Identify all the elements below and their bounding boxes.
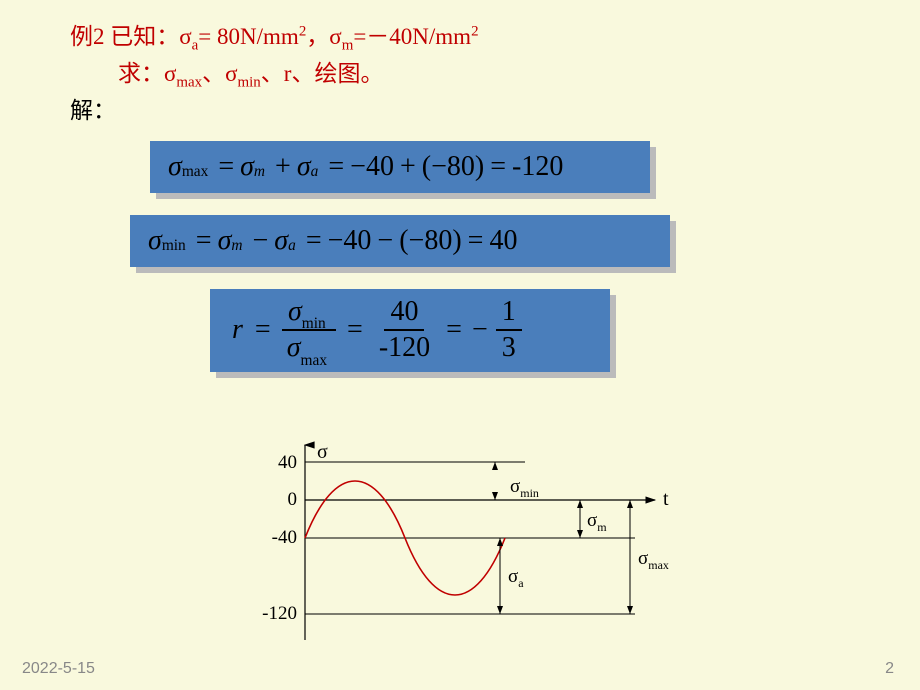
given-prefix: 例2 已知： (70, 24, 179, 49)
arrowhead-icon (577, 500, 583, 508)
label-sigma-a: σa (508, 566, 524, 590)
equation-sigma-min: σmin = σm − σa = −40 − (−80) = 40 (130, 215, 670, 267)
eq3-value-den: -120 (373, 331, 436, 366)
eq-box: σmax = σm + σa = −40 + (−80) = -120 (150, 141, 650, 193)
ask-prefix: 求： (118, 61, 164, 86)
stress-cycle-diagram: σ t 40 0 -40 -120 σmin σm σa σmax (235, 440, 715, 650)
label-sigma-min: σmin (510, 476, 539, 500)
eq2-result: 40 (489, 225, 517, 257)
arrowhead-icon (497, 538, 503, 546)
ask-text: σmax、σmin、r、绘图。 (164, 61, 383, 86)
arrowhead-icon (627, 606, 633, 614)
footer-page-number: 2 (885, 660, 894, 678)
problem-ask: 求：σmax、σmin、r、绘图。 (70, 57, 850, 94)
tick-m40: -40 (272, 527, 297, 548)
eq-box: r = σmin σmax = 40 -120 = − 1 3 (210, 289, 610, 373)
eq3-result-den: 3 (496, 331, 522, 366)
arrowhead-icon (627, 500, 633, 508)
eq-box: σmin = σm − σa = −40 − (−80) = 40 (130, 215, 670, 267)
footer-date: 2022-5-15 (22, 660, 95, 678)
solve-label: 解： (70, 94, 850, 129)
eq3-value-num: 40 (384, 295, 424, 332)
equation-sigma-max: σmax = σm + σa = −40 + (−80) = -120 (150, 141, 650, 193)
arrowhead-icon (497, 606, 503, 614)
x-axis-label: t (663, 488, 669, 510)
tick-40: 40 (278, 452, 297, 473)
eq3-result-num: 1 (496, 295, 522, 332)
label-sigma-m: σm (587, 510, 607, 534)
arrowhead-icon (577, 530, 583, 538)
problem-given: 例2 已知：σa= 80N/mm2，σm=－40N/mm2 (70, 20, 850, 57)
arrowhead-icon (492, 492, 498, 500)
given-text: σa= 80N/mm2，σm=－40N/mm2 (179, 24, 478, 49)
eq3-sign: − (468, 314, 492, 346)
tick-0: 0 (288, 489, 298, 510)
label-sigma-max: σmax (638, 548, 669, 572)
arrowhead-icon (492, 462, 498, 470)
eq1-result: -120 (512, 151, 563, 183)
tick-m120: -120 (262, 603, 297, 624)
equation-ratio-r: r = σmin σmax = 40 -120 = − 1 3 (210, 289, 610, 373)
y-axis-label: σ (317, 441, 328, 463)
